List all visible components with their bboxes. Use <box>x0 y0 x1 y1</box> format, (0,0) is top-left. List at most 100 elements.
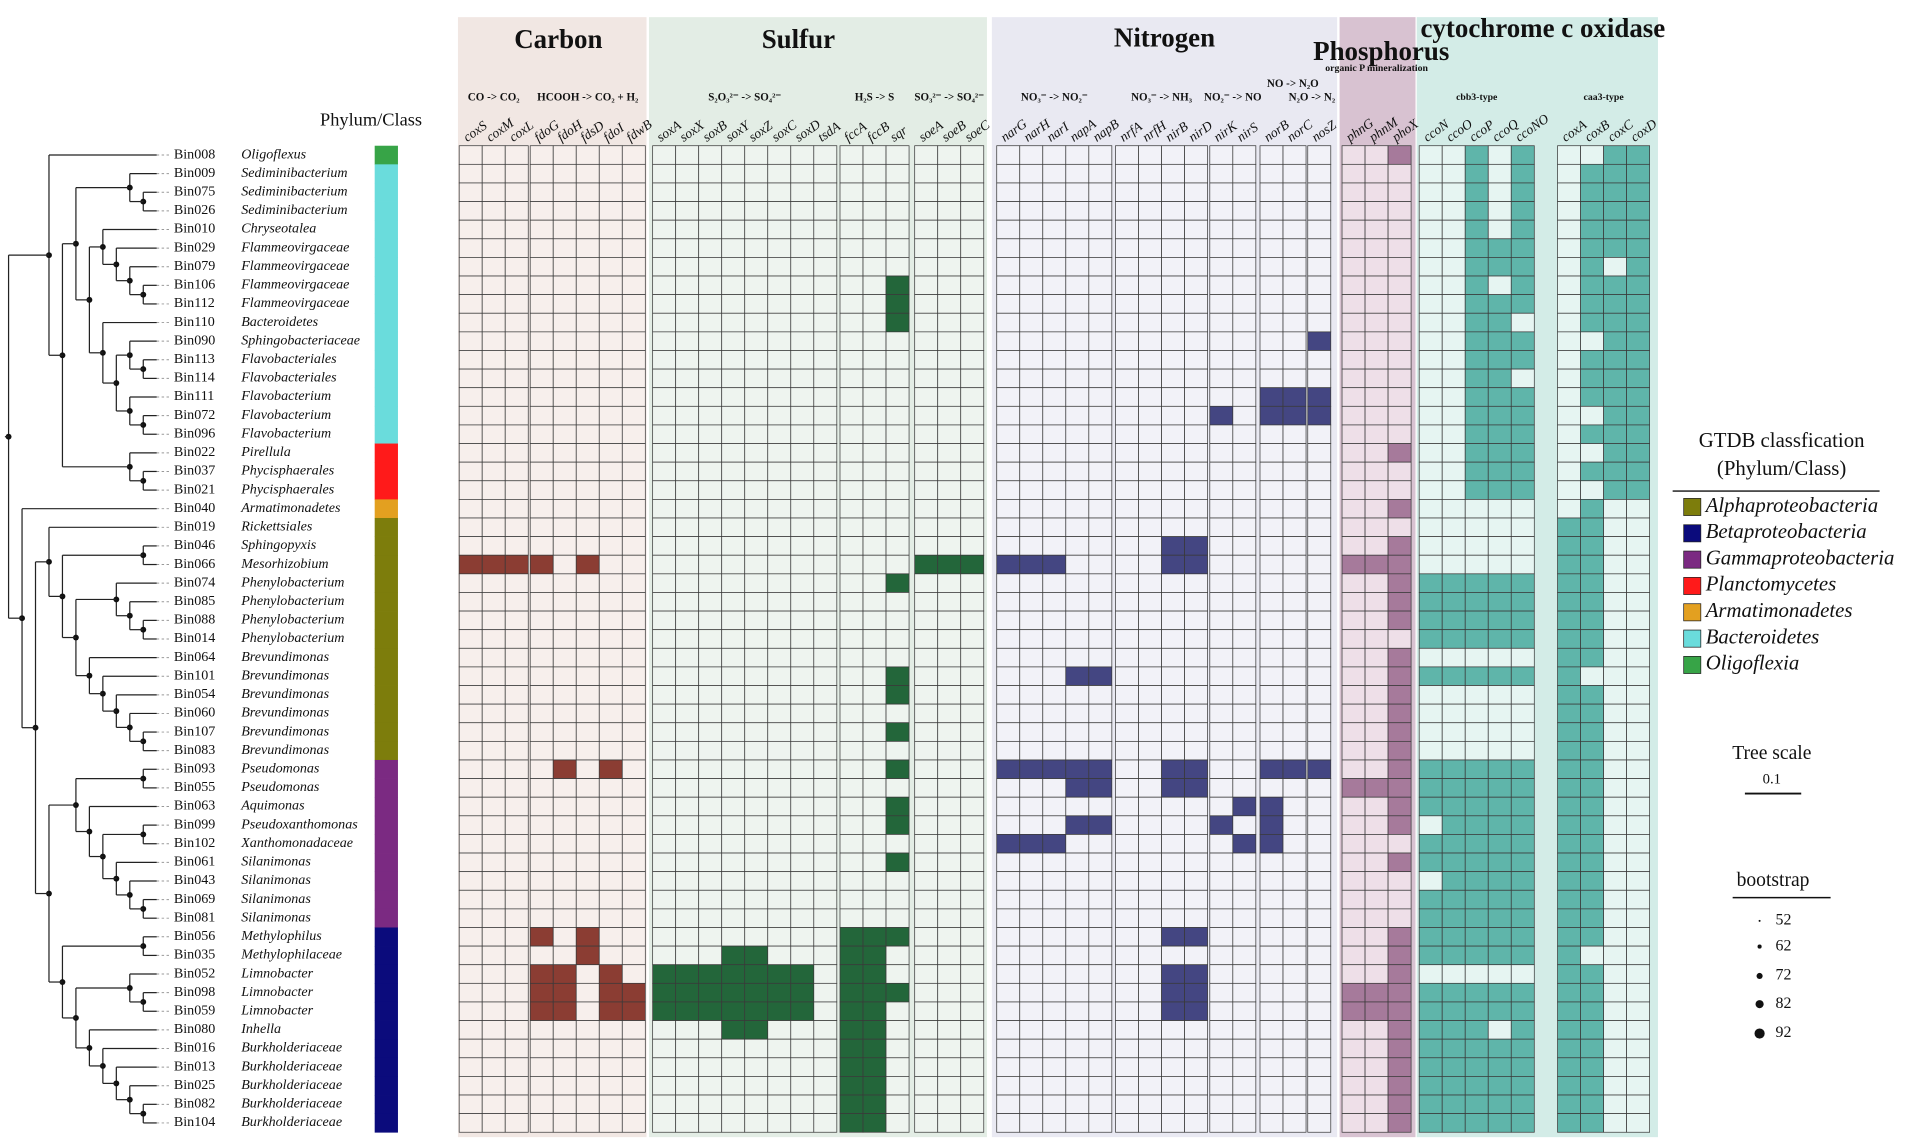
heatmap-cell <box>937 461 962 482</box>
heatmap-cell <box>1364 350 1389 370</box>
heatmap-cell <box>598 424 623 444</box>
heatmap-cell <box>1209 312 1234 333</box>
heatmap-cell <box>885 759 910 779</box>
heatmap-cell <box>1441 1057 1466 1077</box>
heatmap-cell <box>675 238 700 258</box>
heatmap-cell <box>1307 257 1332 277</box>
heatmap-cell <box>1603 1001 1627 1021</box>
heatmap-cell <box>621 461 646 482</box>
heatmap-cell <box>675 368 700 389</box>
heatmap-cell <box>1487 1001 1512 1021</box>
heatmap-cell <box>1065 852 1090 873</box>
heatmap-cell <box>1464 927 1489 947</box>
heatmap-cell <box>839 889 864 910</box>
heatmap-cell <box>1603 499 1627 519</box>
heatmap-cell <box>504 889 529 910</box>
heatmap-cell <box>1232 1038 1257 1059</box>
heatmap-cell <box>458 182 483 202</box>
heatmap-cell <box>937 1057 962 1077</box>
heatmap-cell <box>885 573 910 593</box>
heatmap-cell <box>1510 1038 1535 1059</box>
heatmap-cell <box>1161 424 1185 444</box>
heatmap-cell <box>1341 592 1366 612</box>
heatmap-cell <box>996 405 1021 426</box>
heatmap-cell <box>1209 647 1234 668</box>
heatmap-cell <box>1209 294 1234 314</box>
heatmap-cell <box>721 275 746 296</box>
heatmap-cell <box>862 703 887 724</box>
heatmap-cell <box>1464 424 1489 444</box>
heatmap-cell <box>813 592 838 612</box>
heatmap-cell <box>1138 1038 1162 1059</box>
heatmap-cell <box>1487 554 1512 575</box>
heatmap-cell <box>1042 238 1067 258</box>
taxon-label: Burkholderiaceae <box>241 1077 342 1093</box>
heatmap-cell <box>1019 964 1044 984</box>
heatmap-cell <box>481 368 506 389</box>
heatmap-cell <box>1161 536 1185 556</box>
heatmap-cell <box>1184 145 1208 165</box>
heatmap-cell <box>675 927 700 947</box>
heatmap-cell <box>960 834 985 854</box>
heatmap-cell <box>996 852 1021 873</box>
heatmap-cell <box>1282 629 1307 649</box>
heatmap-cell <box>960 722 985 742</box>
heatmap-cell <box>1065 1020 1090 1040</box>
heatmap-cell <box>1184 629 1208 649</box>
heatmap-cell <box>1232 368 1257 389</box>
heatmap-cell <box>1088 257 1113 277</box>
heatmap-cell <box>481 145 506 165</box>
heatmap-cell <box>1232 927 1257 947</box>
heatmap-cell <box>885 1038 910 1059</box>
heatmap-cell <box>1232 647 1257 668</box>
heatmap-cell <box>721 145 746 165</box>
heatmap-cell <box>937 424 962 444</box>
heatmap-cell <box>1418 573 1443 593</box>
heatmap-cell <box>839 1020 864 1040</box>
heatmap-cell <box>862 1113 887 1133</box>
tree-node <box>32 724 39 731</box>
heatmap-cell <box>937 219 962 240</box>
bin-label: Bin099 <box>174 816 215 832</box>
phylum-strip <box>374 406 398 426</box>
phylum-strip <box>374 722 398 742</box>
bin-label: Bin110 <box>174 314 215 330</box>
heatmap-cell <box>1259 1113 1284 1133</box>
heatmap-cell <box>1364 1094 1389 1114</box>
heatmap-cell <box>1209 945 1234 966</box>
heatmap-cell <box>1341 387 1366 407</box>
taxon-label: Flammeovirgaceae <box>240 295 349 311</box>
heatmap-cell <box>1580 759 1604 779</box>
legend-label: Gammaproteobacteria <box>1706 545 1895 569</box>
heatmap-cell <box>1510 294 1535 314</box>
heatmap-cell <box>1364 592 1389 612</box>
heatmap-cell <box>652 945 677 966</box>
heatmap-cell <box>1065 889 1090 910</box>
heatmap-cell <box>1557 871 1581 891</box>
heatmap-cell <box>1603 257 1627 277</box>
heatmap-cell <box>652 1001 677 1021</box>
heatmap-cell <box>481 629 506 649</box>
heatmap-cell <box>1387 257 1412 277</box>
heatmap-cell <box>813 1038 838 1059</box>
heatmap-cell <box>1138 201 1162 221</box>
heatmap-cell <box>698 592 723 612</box>
heatmap-cell <box>1115 610 1139 631</box>
heatmap-cell <box>885 722 910 742</box>
heatmap-cell <box>675 759 700 779</box>
heatmap-cell <box>1307 331 1332 351</box>
heatmap-cell <box>1557 815 1581 835</box>
heatmap-cell <box>1487 312 1512 333</box>
pathway-label: organic P mineralization <box>1325 63 1428 74</box>
heatmap-cell <box>1418 1113 1443 1133</box>
heatmap-cell <box>885 163 910 184</box>
bootstrap-label: 72 <box>1776 967 1792 984</box>
heatmap-cell <box>996 722 1021 742</box>
heatmap-cell <box>790 275 815 296</box>
heatmap-cell <box>698 536 723 556</box>
heatmap-cell <box>481 703 506 724</box>
heatmap-cell <box>1387 238 1412 258</box>
taxon-label: Armatimonadetes <box>240 500 341 516</box>
heatmap-cell <box>1487 1057 1512 1077</box>
heatmap-cell <box>1259 350 1284 370</box>
